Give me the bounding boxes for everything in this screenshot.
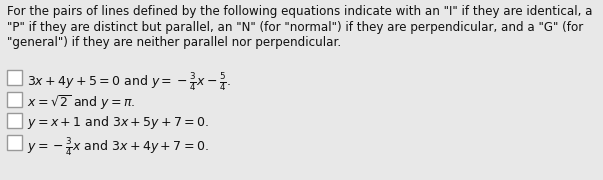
Bar: [7, 70, 22, 85]
Bar: [7, 92, 22, 107]
Bar: [7, 113, 22, 128]
Text: $y=-\frac{3}{4}x$ and $3x+4y+7=0$.: $y=-\frac{3}{4}x$ and $3x+4y+7=0$.: [27, 136, 209, 158]
Text: $x=\sqrt{2}$ and $y=\pi$.: $x=\sqrt{2}$ and $y=\pi$.: [27, 93, 136, 112]
Text: For the pairs of lines defined by the following equations indicate with an "I" i: For the pairs of lines defined by the fo…: [7, 5, 593, 18]
Text: "P" if they are distinct but parallel, an "N" (for "normal") if they are perpend: "P" if they are distinct but parallel, a…: [7, 21, 583, 33]
Text: $y=x+1$ and $3x+5y+7=0$.: $y=x+1$ and $3x+5y+7=0$.: [27, 114, 209, 131]
Bar: [7, 135, 22, 150]
Text: "general") if they are neither parallel nor perpendicular.: "general") if they are neither parallel …: [7, 36, 341, 49]
Text: $3x+4y+5=0$ and $y=-\frac{3}{4}x-\frac{5}{4}$.: $3x+4y+5=0$ and $y=-\frac{3}{4}x-\frac{5…: [27, 71, 231, 93]
